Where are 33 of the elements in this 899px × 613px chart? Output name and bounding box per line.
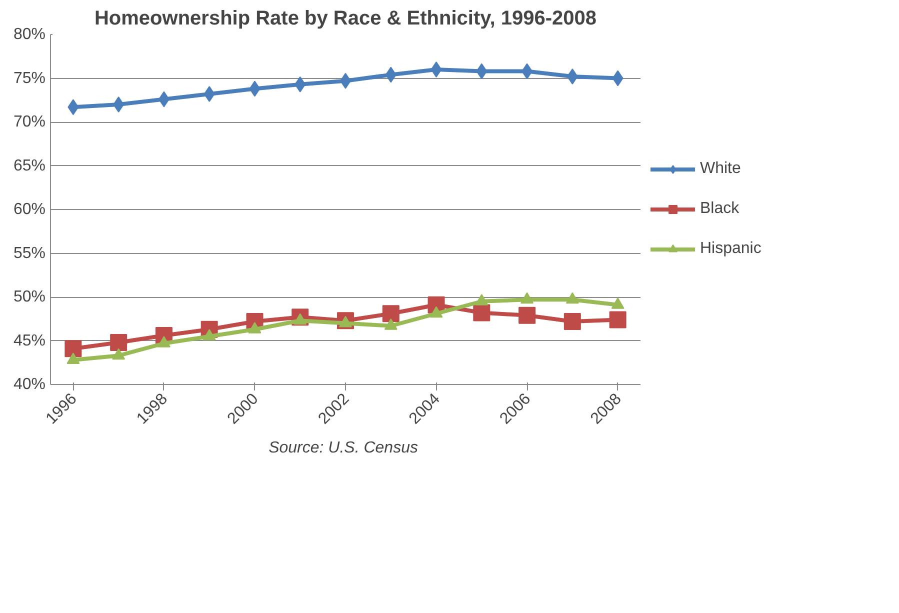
y-tick-label: 55% (13, 244, 46, 262)
point (66, 352, 80, 364)
point (382, 305, 400, 322)
point (518, 306, 536, 324)
point (566, 68, 578, 84)
y-tick-label: 70% (13, 114, 46, 130)
point (473, 304, 490, 322)
y-tick-label: 75% (13, 70, 46, 87)
legend-label: Black (700, 200, 740, 218)
legend-label: Hispanic (700, 240, 762, 258)
y-tick-label: 50% (13, 288, 46, 306)
point (204, 86, 215, 102)
source-note: Source: U.S. Census (268, 440, 418, 456)
point (609, 311, 626, 328)
point (113, 96, 124, 112)
point (112, 348, 126, 360)
legend-label: White (700, 160, 741, 178)
y-tick-label: 65% (13, 157, 46, 174)
y-tick-label: 80% (13, 26, 46, 43)
point (384, 318, 398, 330)
point (566, 292, 579, 304)
point (64, 340, 82, 358)
point (430, 306, 443, 318)
y-tick-label: 45% (13, 332, 46, 350)
y-tick-label: 40% (13, 376, 46, 393)
point (430, 62, 442, 78)
point (520, 292, 534, 304)
y-tick-label: 60% (13, 201, 46, 218)
point (475, 294, 488, 306)
chart-title: Homeownership Rate by Race & Ethnicity, 1996-2008 (94, 8, 597, 30)
point (110, 334, 128, 351)
point (611, 297, 624, 309)
point (564, 313, 581, 330)
